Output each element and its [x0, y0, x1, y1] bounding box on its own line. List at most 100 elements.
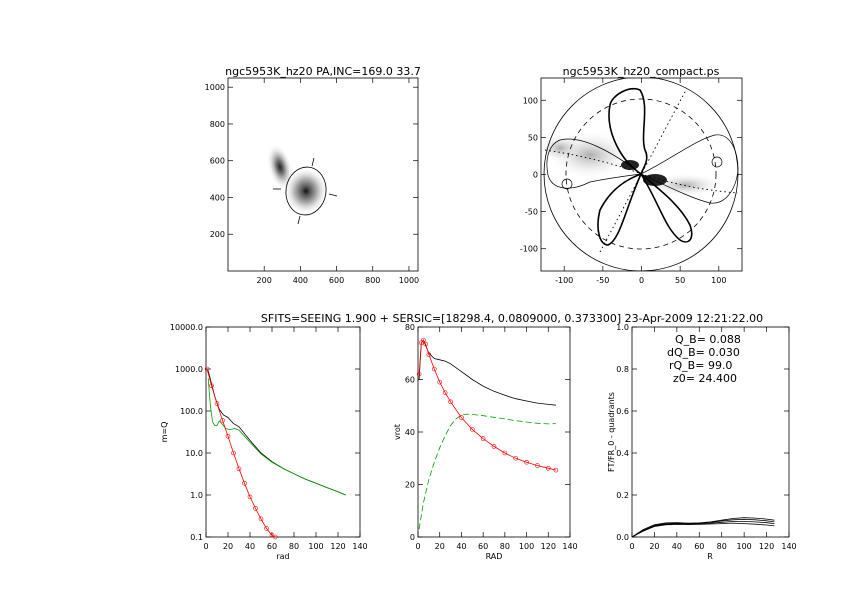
- panel1-xtick-label: 800: [365, 276, 380, 285]
- small-loop-right: [711, 156, 723, 168]
- panel3-series-2-point: [236, 466, 242, 472]
- panel1-xtick-label: 200: [257, 276, 272, 285]
- panel3-xtick-label: 100: [308, 542, 323, 551]
- panel1-xtick-label: 1000: [399, 276, 419, 285]
- panel4-series: [416, 337, 559, 530]
- panel4-series-2-point: [480, 436, 486, 441]
- spiral-arm-thin-1: [546, 138, 642, 189]
- panel1-ytick-label: 400: [210, 193, 225, 202]
- panel4-ytick-label: 80: [405, 323, 415, 332]
- panel1-ytick-label: 200: [210, 230, 225, 239]
- panel3-series-2-point: [242, 480, 247, 486]
- panel3-frame: [205, 326, 361, 538]
- panel4-series-2-line: [418, 339, 556, 471]
- panel2-xtick-label: 50: [675, 276, 685, 285]
- panel1-title: ngc5953K_hz20 PA,INC=169.0 33.7: [225, 65, 421, 78]
- panel3-ytick-label: 1000.0: [175, 365, 203, 374]
- panel3-xtick-label: 80: [289, 542, 299, 551]
- panel4-series-2-point: [524, 459, 529, 465]
- panel4-series-2-point: [448, 399, 453, 405]
- panel2-ytick-label: 50: [528, 133, 538, 142]
- panel3-series-2-line: [206, 368, 276, 538]
- panel4-series-0-line: [418, 339, 556, 406]
- panel4-vrot-plot: 0 20 40 60 80 100 120 140 0 20 40 60 80 RAD vrot: [393, 323, 578, 561]
- panel4-series-2-point: [491, 444, 497, 449]
- panel4-series-2-point: [437, 379, 443, 385]
- panel3-xtick-label: 40: [245, 542, 255, 551]
- panel4-ytick-label: 0: [410, 533, 415, 542]
- figure-header: SFITS=SEEING 1.900 + SERSIC=[18298.4, 0.…: [261, 312, 763, 325]
- panel4-series-2-point: [426, 352, 432, 357]
- panel3-series-2-point: [258, 516, 264, 522]
- panel1-axes: 200 400 600 800 1000 200 400 600 800 1000: [205, 78, 419, 285]
- panel5-series-2-line: [631, 521, 775, 538]
- panel5-ytick-label: 0.0: [616, 533, 629, 542]
- panel4-xtick-label: 100: [519, 542, 534, 551]
- panel5-ylabel: FT/FR_0 - quadrants: [607, 392, 616, 472]
- annotation-z0: z0= 24.400: [673, 372, 737, 385]
- panel3-ytick-label: 10.0: [185, 449, 203, 458]
- panel3-mQ-plot: 0 20 40 60 80 100 120 140 0.1 1.0 10.0 100.0 1000.0 1…: [160, 323, 368, 561]
- panel3-series-2-point: [204, 366, 210, 372]
- panel1-frame: [227, 77, 419, 272]
- panel5-xtick-label: 140: [781, 542, 796, 551]
- panel3-xtick-label: 20: [223, 542, 233, 551]
- panel4-frame: [417, 326, 571, 538]
- panel2-ytick-label: -50: [525, 208, 538, 217]
- panel1-ytick-label: 1000: [205, 83, 225, 92]
- panel5-xtick-label: 0: [629, 542, 634, 551]
- panel3-ytick-label: 0.1: [190, 533, 203, 542]
- panel4-ytick-label: 20: [405, 481, 415, 490]
- panel5-xlabel: R: [707, 552, 713, 561]
- panel2-map-content: [541, 78, 739, 271]
- panel4-xtick-label: 120: [541, 542, 556, 551]
- panel3-series-1-line: [207, 378, 346, 496]
- pa-tick-top: [311, 157, 315, 167]
- panel1-xtick-label: 600: [329, 276, 344, 285]
- panel4-series-2-point: [513, 455, 519, 461]
- panel4-xtick-label: 20: [435, 542, 445, 551]
- panel5-series-1-line: [631, 518, 775, 538]
- panel4-series-2-point: [416, 371, 422, 377]
- panel3-xtick-label: 60: [267, 542, 277, 551]
- annotation-dq-b: dQ_B= 0.030: [667, 346, 740, 359]
- panel3-series-2-point: [272, 534, 278, 540]
- panel2-xtick-label: 0: [639, 276, 644, 285]
- panel5-ytick-label: 0.6: [616, 407, 629, 416]
- companion-glow: [266, 143, 294, 191]
- panel4-series-2-point: [502, 450, 508, 456]
- panel5-frame: [631, 326, 790, 538]
- panel4-series-2-point: [545, 465, 551, 471]
- panel5-ytick-label: 0.4: [616, 449, 629, 458]
- panel3-series-2-point: [264, 526, 269, 531]
- panel3-xtick-label: 140: [352, 542, 367, 551]
- panel3-ytick-label: 1.0: [190, 491, 203, 500]
- panel2-ytick-label: -100: [520, 245, 538, 254]
- panel2-axes: -100 -50 0 50 100 -100 -50 0 50 100: [520, 78, 742, 285]
- spiral-arm-thick-2: [597, 172, 643, 246]
- panel5-xtick-label: 100: [737, 542, 752, 551]
- panel5-axes: 0 20 40 60 80 100 120 140 0.0 0.2 0.4 0.6 0.8 1.0: [616, 323, 796, 551]
- panel3-ytick-label: 100.0: [180, 407, 203, 416]
- panel3-series-2-point: [253, 506, 258, 511]
- panel3-ytick-label: 10000.0: [170, 323, 203, 332]
- panel3-series-2-point: [209, 383, 214, 389]
- panel5-quadrant-plot: 0 20 40 60 80 100 120 140 0.0 0.2 0.4 0.6 0.8 1.0 R F…: [607, 323, 797, 561]
- outer-circle: [543, 78, 739, 271]
- panel5-xtick-label: 20: [649, 542, 659, 551]
- panel3-axes: 0 20 40 60 80 100 120 140 0.1 1.0 10.0 100.0 1000.0 1…: [170, 323, 368, 551]
- small-loop-left: [561, 178, 573, 190]
- panel1-image-content: [266, 143, 338, 225]
- panel4-xtick-label: 60: [478, 542, 488, 551]
- panel4-series-2-point: [423, 341, 428, 347]
- panel4-series-1-line: [418, 413, 556, 530]
- panel2-polar-plot: -100 -50 0 50 100 -100 -50 0 50 100: [520, 77, 743, 285]
- panel5-xtick-label: 120: [759, 542, 774, 551]
- panel2-ytick-label: 0: [533, 171, 538, 180]
- panel3-series-2-point: [231, 450, 236, 456]
- panel4-series-2-point: [421, 337, 426, 343]
- panel5-xtick-label: 60: [694, 542, 704, 551]
- panel4-series-2-point: [469, 427, 475, 432]
- panel4-series-2-point: [431, 366, 437, 372]
- panel4-series-2-point: [459, 415, 464, 420]
